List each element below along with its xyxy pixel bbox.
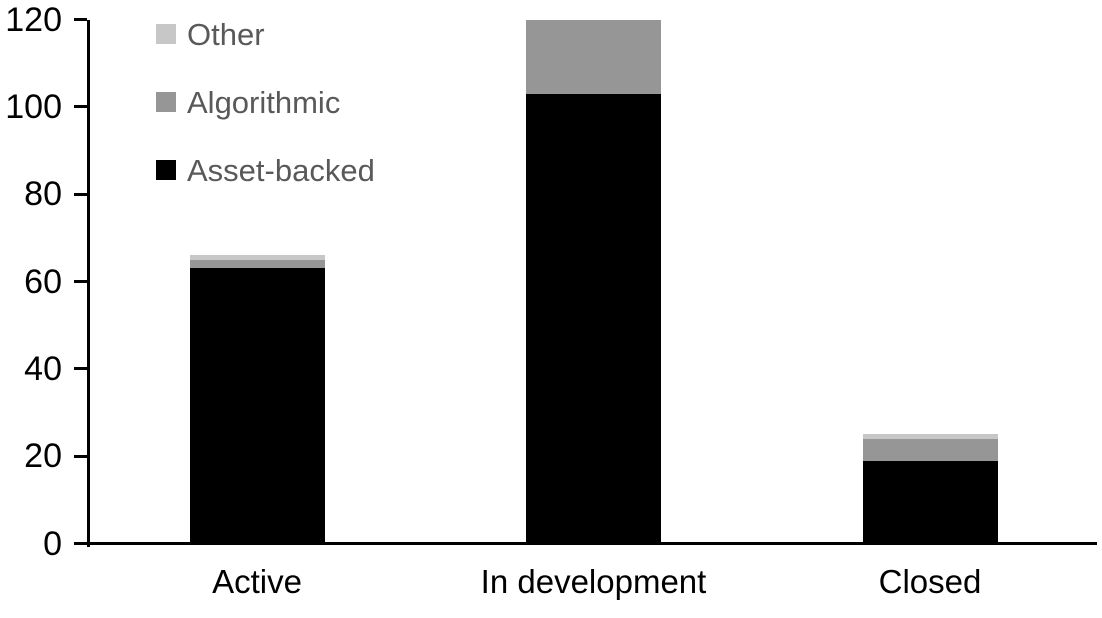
legend: Other Algorithmic Asset-backed (156, 19, 375, 226)
y-tick-mark (74, 367, 87, 371)
bar-segment-algorithmic-closed (862, 438, 998, 461)
legend-item-algorithmic: Algorithmic (156, 87, 375, 118)
bar-segment-other-active (189, 255, 325, 260)
x-category-label-active: Active (212, 563, 302, 600)
bar-segment-algorithmic-in-development (526, 19, 661, 94)
y-tick-label: 80 (24, 175, 62, 214)
y-tick-mark (74, 280, 87, 283)
x-category-label-closed: Closed (878, 563, 982, 600)
legend-item-other: Other (156, 19, 375, 50)
y-tick-label: 120 (5, 0, 62, 39)
y-tick-mark (74, 542, 87, 545)
y-tick-mark (74, 192, 87, 196)
y-tick-label: 100 (5, 87, 62, 126)
y-tick-mark (74, 18, 87, 21)
y-tick-mark (74, 105, 87, 109)
x-axis-line (87, 542, 1097, 545)
bar-segment-asset-backed-active (189, 268, 325, 544)
x-category-label-in-development: In development (480, 563, 707, 600)
y-axis-line (87, 19, 90, 547)
bar-segment-asset-backed-closed (862, 460, 998, 544)
legend-label: Algorithmic (187, 84, 341, 120)
bar-segment-asset-backed-in-development (526, 93, 661, 544)
legend-swatch-icon (156, 160, 176, 180)
legend-swatch-icon (156, 92, 176, 112)
y-tick-label: 0 (43, 524, 62, 563)
legend-label: Asset-backed (187, 152, 375, 188)
y-tick-label: 40 (24, 349, 62, 388)
bar-segment-algorithmic-active (189, 259, 325, 269)
legend-item-asset-backed: Asset-backed (156, 155, 375, 186)
y-tick-label: 60 (24, 262, 62, 301)
y-tick-mark (74, 454, 87, 458)
bar-segment-other-closed (862, 434, 998, 439)
legend-label: Other (187, 16, 265, 52)
y-tick-label: 20 (24, 437, 62, 476)
legend-swatch-icon (156, 24, 176, 44)
